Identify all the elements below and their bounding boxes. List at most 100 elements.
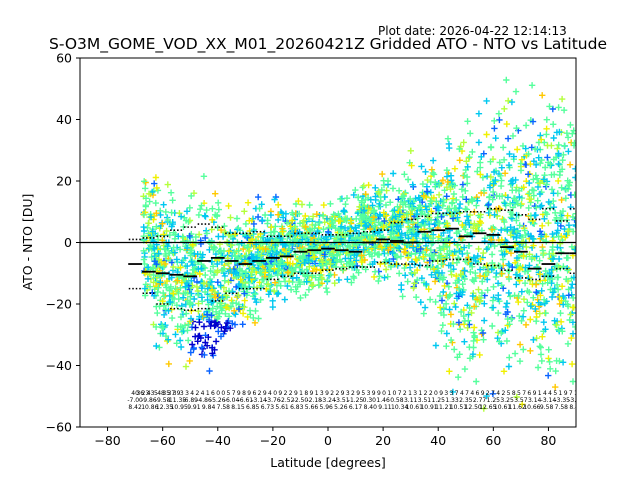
scatter-point <box>246 217 253 224</box>
scatter-point <box>206 275 214 283</box>
scatter-point <box>242 220 250 228</box>
bin-stat-label: 2 <box>258 390 262 397</box>
scatter-point <box>236 265 243 273</box>
scatter-point <box>241 297 248 304</box>
scatter-point <box>433 198 440 205</box>
scatter-point <box>320 226 327 233</box>
bin-stat-label: 9 <box>237 390 241 397</box>
scatter-point <box>262 245 269 253</box>
scatter-point <box>283 248 290 255</box>
scatter-point <box>200 280 208 287</box>
scatter-point <box>201 351 208 359</box>
scatter-point <box>288 266 295 273</box>
bin-stat-label: 6.85 <box>246 404 260 411</box>
scatter-point <box>205 334 212 341</box>
scatter-point <box>518 288 525 295</box>
bin-stat-label: -2.52 <box>279 397 295 404</box>
bin-stat-label: 12.50 <box>465 404 482 411</box>
scatter-point <box>530 336 537 343</box>
bin-stat-label: 5 <box>361 390 365 397</box>
scatter-point <box>177 313 185 321</box>
scatter-point <box>305 286 313 293</box>
scatter-point <box>470 344 477 351</box>
scatter-point <box>277 252 284 259</box>
scatter-point <box>161 260 169 268</box>
scatter-point <box>419 180 427 188</box>
scatter-point <box>530 242 537 249</box>
scatter-point <box>390 245 397 252</box>
scatter-point <box>435 220 443 227</box>
bin-stat-label: 9 <box>325 390 329 397</box>
scatter-point <box>284 269 292 276</box>
scatter-point <box>275 278 283 285</box>
scatter-point <box>262 269 269 276</box>
scatter-point <box>459 221 466 229</box>
bin-stat-label: 2 <box>424 390 428 397</box>
bin-stat-label: 9 <box>372 390 376 397</box>
scatter-point <box>459 281 466 288</box>
scatter-point <box>572 222 576 230</box>
scatter-point <box>211 244 218 252</box>
bin-stat-label: -3.14 <box>541 397 557 404</box>
scatter-point <box>418 163 425 170</box>
scatter-point <box>396 211 403 218</box>
scatter-point <box>413 211 420 218</box>
bin-stat-label: 1.46 <box>376 397 390 404</box>
scatter-point <box>141 285 149 292</box>
scatter-point <box>268 224 275 231</box>
scatter-point <box>407 195 414 203</box>
scatter-point <box>456 145 463 153</box>
scatter-point <box>461 267 468 274</box>
scatter-point <box>250 220 258 228</box>
scatter-point <box>365 181 372 189</box>
scatter-point <box>151 245 158 252</box>
scatter-point <box>487 173 494 181</box>
scatter-point <box>546 358 553 365</box>
scatter-point <box>358 214 366 222</box>
scatter-point <box>397 198 405 206</box>
scatter-point <box>306 226 314 233</box>
scatter-point <box>410 225 417 232</box>
scatter-point <box>464 163 471 170</box>
scatter-point <box>490 304 497 311</box>
scatter-point <box>235 291 242 299</box>
scatter-point <box>438 213 445 220</box>
scatter-point <box>463 173 471 181</box>
scatter-point <box>445 283 452 290</box>
scatter-point <box>486 194 493 201</box>
bin-stat-label: -1.25 <box>348 397 364 404</box>
scatter-point <box>446 291 454 298</box>
bin-stat-label: 8.42 <box>569 404 583 411</box>
scatter-point <box>168 314 176 322</box>
scatter-point <box>527 232 534 239</box>
scatter-point <box>566 161 574 168</box>
scatter-point <box>334 256 341 264</box>
scatter-point <box>449 252 457 259</box>
scatter-point <box>398 281 405 289</box>
scatter-point <box>474 168 481 175</box>
scatter-point <box>483 392 490 400</box>
scatter-point <box>225 202 232 210</box>
scatter-point <box>566 182 573 189</box>
scatter-point <box>324 288 331 296</box>
scatter-point <box>283 219 291 226</box>
scatter-point <box>507 250 515 257</box>
scatter-point <box>358 199 366 206</box>
scatter-point <box>271 265 278 272</box>
scatter-point <box>212 294 219 301</box>
scatter-point <box>469 276 476 284</box>
bin-stat-label: 1 <box>538 390 542 397</box>
scatter-point <box>214 267 221 274</box>
scatter-point <box>368 253 376 260</box>
x-axis-label: Latitude [degrees] <box>270 455 386 470</box>
scatter-point <box>370 214 378 221</box>
bin-stat-label: 7.58 <box>217 404 231 411</box>
scatter-point <box>141 260 148 268</box>
scatter-point <box>185 337 192 344</box>
scatter-point <box>558 95 566 103</box>
scatter-point <box>453 272 460 280</box>
scatter-point <box>466 211 474 219</box>
scatter-point <box>264 220 271 227</box>
bin-stat-label: 3 <box>367 390 371 397</box>
